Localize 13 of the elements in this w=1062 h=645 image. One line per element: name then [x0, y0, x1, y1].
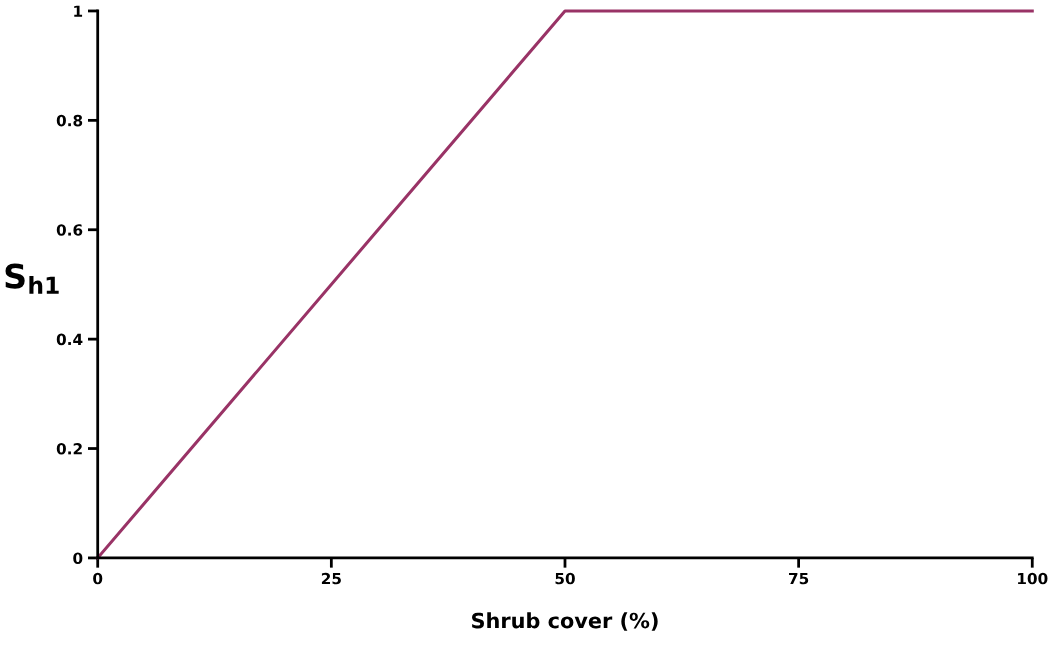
y-tick-label: 0.8 — [56, 114, 83, 127]
y-tick-label: 0.4 — [56, 333, 83, 346]
x-tick-label: 50 — [555, 572, 575, 585]
y-axis-title: S$_{h1}$ — [5, 263, 59, 294]
x-tick-label: 75 — [789, 572, 809, 585]
y-tick-label: 1 — [74, 5, 83, 17]
y-tick-label: 0.2 — [56, 443, 82, 455]
y-tick-label: 0 — [73, 552, 83, 564]
x-tick-label: 100 — [1018, 572, 1048, 585]
y-tick-label: 0.6 — [56, 224, 83, 236]
x-tick-label: 0 — [93, 572, 103, 585]
x-tick-label: 25 — [321, 572, 341, 585]
x-axis-title: Shrub cover (%) — [472, 612, 658, 631]
